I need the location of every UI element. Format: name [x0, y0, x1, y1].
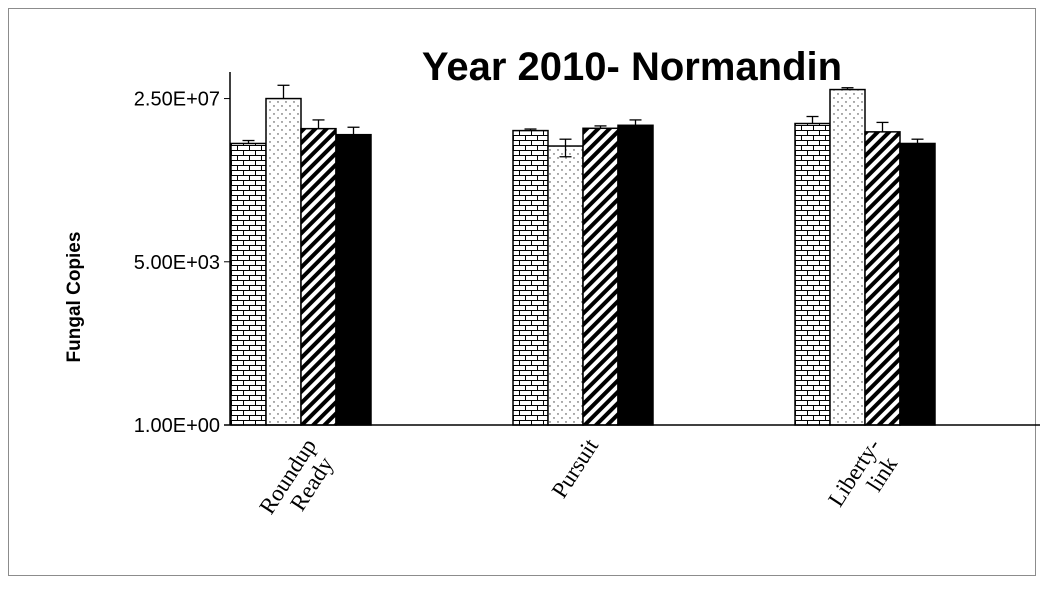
bar — [547, 145, 584, 426]
y-tick-label: 1.00E+00 — [134, 415, 220, 437]
bar — [582, 127, 619, 426]
y-axis-label: Fungal Copies — [64, 232, 85, 363]
error-bars — [242, 84, 924, 158]
y-axis-ticks: 1.00E+00 5.00E+03 2.50E+07 — [134, 89, 230, 437]
axes — [224, 72, 1040, 426]
bars — [230, 88, 936, 426]
bar — [617, 124, 654, 426]
bar — [829, 88, 866, 426]
bar — [794, 122, 831, 426]
bar — [335, 133, 372, 426]
bar — [864, 131, 901, 426]
bar — [300, 127, 337, 426]
bar — [512, 129, 549, 426]
y-tick-label: 2.50E+07 — [134, 89, 220, 111]
chart-title: Year 2010- Normandin — [422, 45, 842, 89]
bar — [899, 142, 936, 426]
y-tick-label: 5.00E+03 — [134, 252, 220, 274]
bar — [265, 97, 302, 426]
bar — [230, 142, 267, 426]
